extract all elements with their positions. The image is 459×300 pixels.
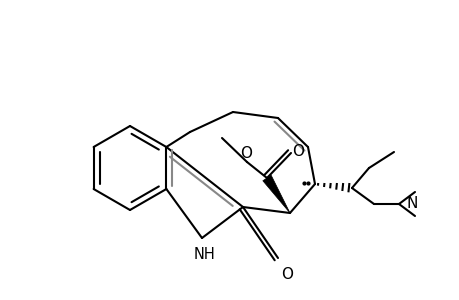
Polygon shape xyxy=(262,175,289,213)
Text: N: N xyxy=(406,196,418,211)
Text: O: O xyxy=(291,145,303,160)
Text: O: O xyxy=(240,146,252,161)
Text: O: O xyxy=(280,268,292,283)
Text: NH: NH xyxy=(194,247,215,262)
